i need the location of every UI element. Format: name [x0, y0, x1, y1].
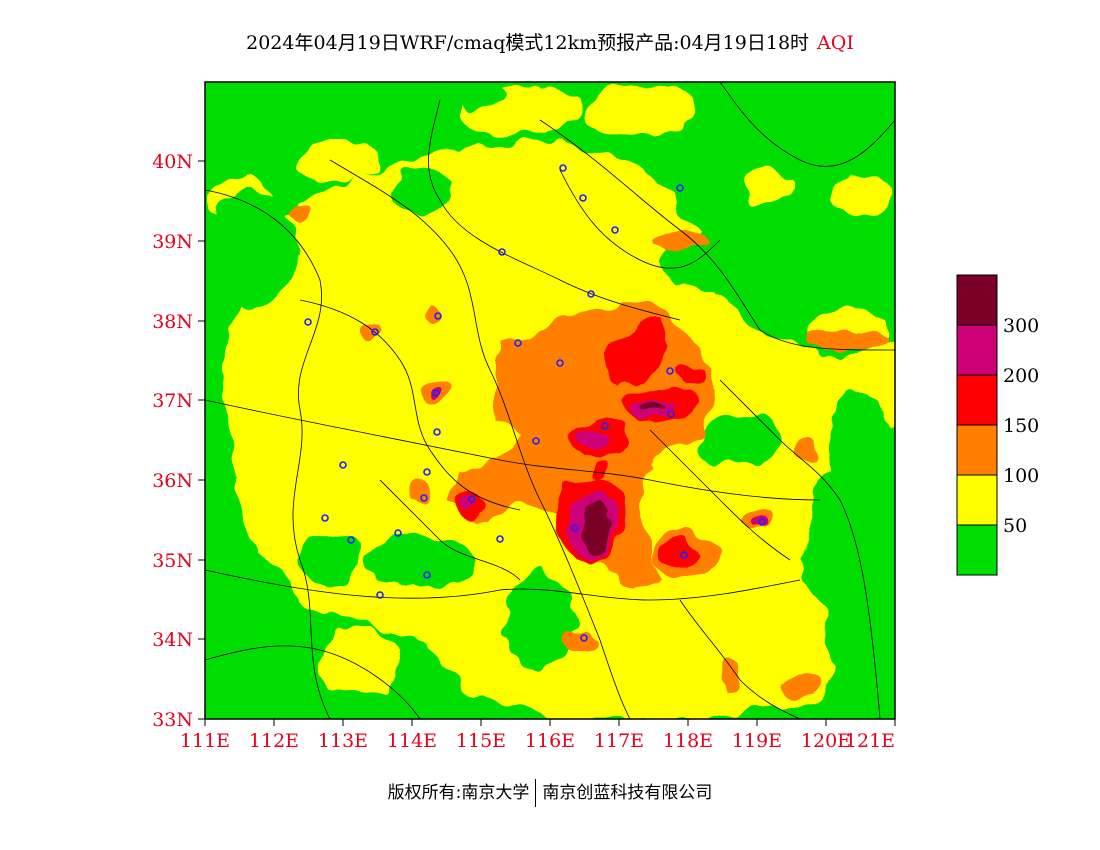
city-marker — [304, 318, 312, 326]
city-marker — [571, 524, 579, 532]
map-title: 2024年04月19日WRF/cmaq模式12km预报产品:04月19日18时 A… — [0, 28, 1100, 55]
lon-label: 120E — [801, 730, 851, 752]
city-marker — [496, 535, 504, 543]
lat-label: 36N — [152, 470, 193, 492]
city-marker — [371, 328, 379, 336]
city-marker — [394, 529, 402, 537]
legend-label: 50 — [1003, 515, 1027, 537]
lat-label: 37N — [152, 390, 193, 412]
city-marker — [347, 536, 355, 544]
city-marker — [420, 494, 428, 502]
lon-label: 111E — [180, 730, 230, 752]
legend-label: 300 — [1003, 315, 1039, 337]
lat-label: 39N — [152, 231, 193, 253]
legend-label: 150 — [1003, 415, 1039, 437]
legend-label: 200 — [1003, 365, 1039, 387]
lat-label: 38N — [152, 311, 193, 333]
credit-left: 版权所有:南京大学 — [387, 783, 530, 803]
title-main: 2024年04月19日WRF/cmaq模式12km预报产品:04月19日18时 — [246, 32, 810, 54]
color-legend: 50 100 150 200 300 — [956, 274, 1039, 576]
lon-label: 115E — [456, 730, 506, 752]
city-marker — [498, 248, 506, 256]
city-marker — [432, 389, 440, 397]
city-marker — [611, 226, 619, 234]
legend-label: 100 — [1003, 465, 1039, 487]
city-marker — [321, 514, 329, 522]
city-marker — [556, 359, 564, 367]
city-marker — [468, 495, 476, 503]
copyright-credit: 版权所有:南京大学 南京创蓝科技有限公司 — [0, 778, 1100, 807]
credit-separator — [535, 779, 537, 807]
lat-label: 34N — [152, 629, 193, 651]
aqi-band-0-50 — [205, 82, 895, 719]
title-variable: AQI — [817, 32, 854, 54]
aqi-field — [205, 82, 895, 719]
legend-swatch — [957, 425, 997, 475]
city-marker — [601, 422, 609, 430]
legend-swatch — [957, 275, 997, 325]
city-marker — [423, 571, 431, 579]
city-marker — [423, 468, 431, 476]
city-marker — [514, 339, 522, 347]
boundary-lines — [205, 82, 895, 719]
city-marker — [579, 194, 587, 202]
city-marker — [666, 367, 674, 375]
legend-swatch — [957, 525, 997, 575]
city-marker — [434, 312, 442, 320]
aqi-band-300-plus — [583, 403, 662, 556]
axis-ticks — [198, 160, 896, 726]
city-marker — [580, 634, 588, 642]
city-marker — [376, 591, 384, 599]
lon-label: 121E — [845, 730, 895, 752]
city-marker — [339, 461, 347, 469]
lon-label: 116E — [525, 730, 575, 752]
lat-label: 35N — [152, 550, 193, 572]
city-marker — [676, 184, 684, 192]
city-marker — [532, 437, 540, 445]
lon-label: 119E — [732, 730, 782, 752]
city-marker — [559, 164, 567, 172]
credit-right: 南京创蓝科技有限公司 — [542, 783, 713, 803]
city-marker — [587, 290, 595, 298]
city-marker — [433, 428, 441, 436]
legend-swatch — [957, 375, 997, 425]
lon-label: 113E — [318, 730, 368, 752]
legend-swatch — [957, 325, 997, 375]
legend-swatch — [957, 475, 997, 525]
lon-label: 117E — [594, 730, 644, 752]
latitude-labels: 33N 34N 35N 36N 37N 38N 39N 40N — [152, 151, 193, 731]
lon-label: 118E — [663, 730, 713, 752]
longitude-labels: 111E 112E 113E 114E 115E 116E 117E 118E … — [180, 730, 895, 752]
lon-label: 112E — [249, 730, 299, 752]
city-marker — [667, 410, 675, 418]
city-marker — [680, 551, 688, 559]
city-marker — [758, 518, 766, 526]
lat-label: 40N — [152, 151, 193, 173]
lat-label: 33N — [152, 709, 193, 731]
city-markers — [304, 164, 766, 642]
lon-label: 114E — [387, 730, 437, 752]
